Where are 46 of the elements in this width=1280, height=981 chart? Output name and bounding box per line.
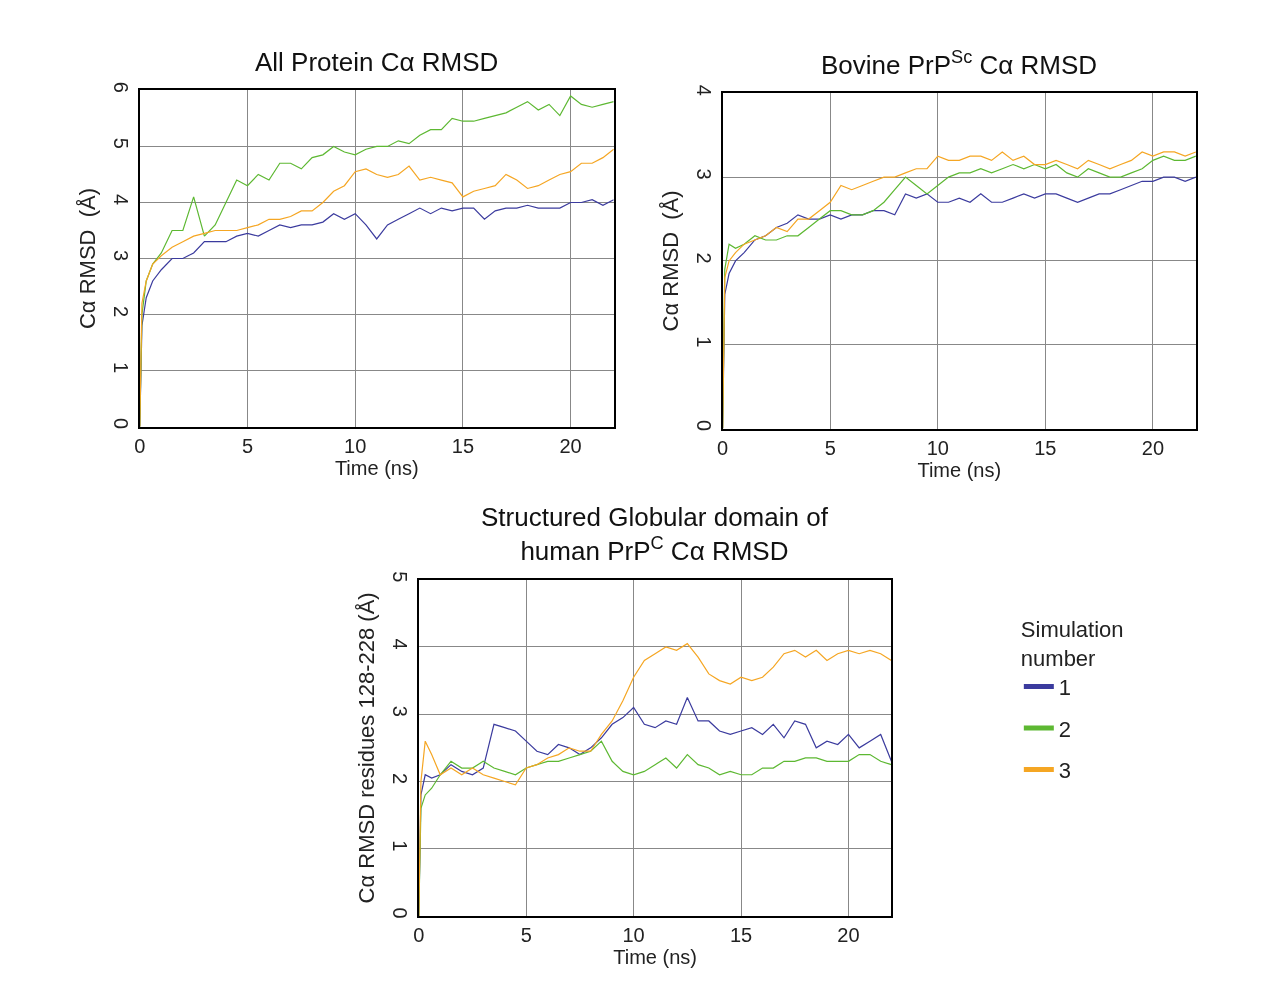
legend-label: 2 <box>1058 716 1072 742</box>
x-tick-label: 20 <box>1141 436 1165 459</box>
x-tick-label: 0 <box>717 436 729 459</box>
x-axis-title: Time (ns) <box>613 945 697 968</box>
x-tick-label: 15 <box>1034 436 1057 459</box>
x-tick-label: 10 <box>926 436 949 459</box>
y-axis-title: Cα RMSD (Å) <box>657 190 683 332</box>
y-tick-label: 5 <box>109 137 132 149</box>
x-tick-label: 10 <box>344 434 367 457</box>
legend-label: 1 <box>1058 674 1072 700</box>
legend-label: 3 <box>1058 758 1072 784</box>
chart-title: All Protein Cα RMSD <box>255 47 499 77</box>
y-tick-label: 0 <box>388 907 411 919</box>
y-tick-label: 4 <box>692 84 715 96</box>
y-tick-label: 6 <box>109 81 132 93</box>
y-tick-label: 3 <box>109 249 132 262</box>
x-tick-label: 0 <box>413 923 425 946</box>
y-tick-label: 1 <box>388 840 411 852</box>
y-tick-label: 2 <box>388 772 411 785</box>
x-tick-label: 15 <box>451 434 475 457</box>
x-axis-title: Time (ns) <box>334 456 419 479</box>
y-tick-label: 1 <box>692 336 715 348</box>
y-tick-label: 2 <box>692 252 715 264</box>
y-tick-label: 2 <box>109 305 132 318</box>
x-tick-label: 20 <box>837 923 860 946</box>
y-tick-label: 3 <box>692 168 715 180</box>
x-tick-label: 5 <box>520 923 532 946</box>
x-tick-label: 15 <box>729 923 753 946</box>
y-tick-label: 4 <box>388 638 411 650</box>
legend-title: Simulation number <box>1020 617 1124 671</box>
chart-title: Structured Globular domain of human PrP$^{C}$ Cα RMSD <box>481 502 829 566</box>
y-tick-label: 0 <box>109 418 132 430</box>
y-axis-title: Cα RMSD residues 128-228 (Å) <box>354 592 380 904</box>
y-tick-label: 1 <box>109 362 132 374</box>
y-tick-label: 0 <box>692 420 715 432</box>
x-tick-label: 20 <box>559 434 582 457</box>
chart-title: Bovine PrP$^{Sc}$ Cα RMSD <box>821 47 1098 80</box>
y-axis-title: Cα RMSD (Å) <box>75 187 101 330</box>
x-tick-label: 0 <box>134 434 146 457</box>
x-tick-label: 10 <box>622 923 645 946</box>
x-tick-label: 5 <box>241 434 254 457</box>
y-tick-label: 3 <box>388 705 411 717</box>
y-tick-label: 4 <box>109 193 132 206</box>
y-tick-label: 5 <box>388 571 411 583</box>
x-tick-label: 5 <box>824 436 836 459</box>
x-axis-title: Time (ns) <box>917 458 1002 481</box>
